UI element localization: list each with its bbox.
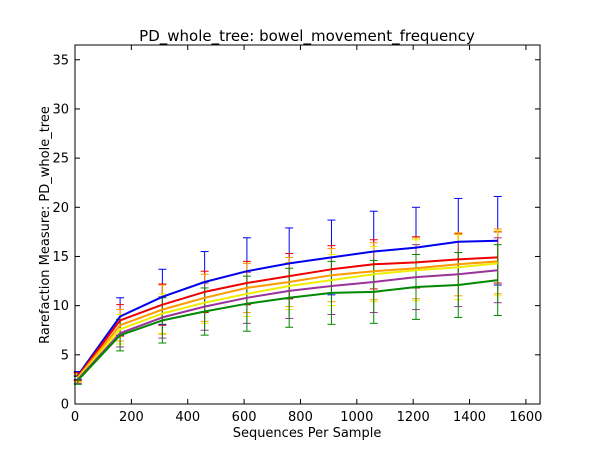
x-tick-label: 1000 (340, 410, 373, 425)
series-line (77, 260, 498, 379)
series-line (77, 256, 498, 378)
y-axis-label: Rarefaction Measure: PD_whole_tree (38, 106, 53, 344)
x-tick-label: 1600 (509, 410, 542, 425)
series-line (77, 262, 498, 380)
x-axis-label: Sequences Per Sample (233, 426, 382, 441)
y-tick-label: 15 (52, 250, 69, 265)
series-line (77, 279, 498, 382)
y-tick-label: 0 (61, 398, 69, 413)
plot-frame (74, 44, 541, 405)
y-tick-label: 10 (52, 299, 69, 314)
x-tick-label: 200 (119, 410, 144, 425)
plot-area: 0 200 400 600 800 1000 1200 1400 1600 0 5 10 15 20 25 3… (52, 44, 542, 425)
series-line (76, 239, 498, 377)
y-tick-label: 5 (61, 348, 69, 363)
x-tick-label: 0 (71, 410, 79, 425)
y-tick-label: 30 (52, 102, 69, 117)
y-tick-label: 25 (52, 152, 69, 167)
x-tick-label: 1200 (397, 410, 430, 425)
y-tick-label: 35 (52, 53, 69, 68)
chart-title: PD_whole_tree: bowel_movement_frequency (139, 27, 475, 46)
x-tick-label: 1400 (453, 410, 486, 425)
series-line (77, 269, 498, 381)
x-tick-label: 600 (232, 410, 257, 425)
x-tick-label: 800 (288, 410, 313, 425)
x-tick-label: 400 (175, 410, 200, 425)
y-tick-label: 20 (52, 201, 69, 216)
